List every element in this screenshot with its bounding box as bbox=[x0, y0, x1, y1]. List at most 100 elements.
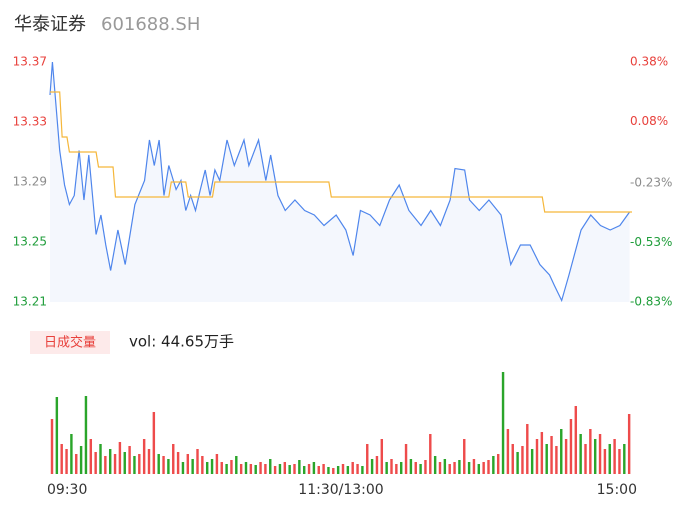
volume-bar bbox=[205, 462, 209, 474]
volume-bar bbox=[404, 444, 408, 474]
volume-bar bbox=[433, 456, 437, 474]
average-line bbox=[50, 91, 632, 213]
volume-bar bbox=[75, 454, 78, 474]
volume-bar bbox=[273, 466, 277, 474]
volume-bar bbox=[298, 460, 301, 474]
y-tick-label: 13.21 bbox=[13, 295, 47, 309]
volume-bar bbox=[50, 419, 54, 474]
volume-bar bbox=[239, 464, 243, 474]
volume-bar bbox=[70, 434, 73, 474]
y-tick-label: 13.25 bbox=[13, 235, 47, 249]
volume-bar bbox=[598, 434, 602, 474]
price-area bbox=[50, 62, 630, 302]
volume-bar bbox=[409, 459, 413, 474]
volume-bar bbox=[593, 439, 597, 474]
volume-bar bbox=[235, 456, 238, 474]
volume-bar bbox=[463, 439, 466, 474]
y-tick-label: 13.37 bbox=[13, 55, 47, 69]
volume-bar bbox=[65, 449, 68, 474]
volume-bar bbox=[278, 464, 282, 474]
volume-bar bbox=[366, 444, 369, 474]
volume-bar bbox=[380, 439, 384, 474]
volume-bar bbox=[448, 464, 451, 474]
volume-bar bbox=[375, 456, 379, 474]
volume-bar bbox=[603, 449, 607, 474]
volume-bar bbox=[220, 462, 223, 474]
volume-bar bbox=[157, 454, 160, 474]
volume-bar bbox=[399, 462, 403, 474]
volume-bar bbox=[162, 456, 165, 474]
volume-bar bbox=[249, 464, 253, 474]
volume-bar bbox=[225, 464, 228, 474]
badge-bg bbox=[30, 331, 110, 354]
volume-bar bbox=[283, 462, 287, 474]
volume-bar bbox=[574, 406, 578, 474]
volume-bar bbox=[152, 412, 156, 474]
volume-bar bbox=[230, 460, 233, 474]
volume-bar bbox=[361, 466, 364, 474]
price-line bbox=[49, 61, 631, 303]
volume-bar bbox=[123, 452, 126, 474]
volume-bar bbox=[133, 456, 136, 474]
volume-bar bbox=[540, 432, 544, 474]
volume-bar bbox=[259, 462, 262, 474]
y-tick-label: 13.33 bbox=[13, 115, 47, 129]
volume-bar bbox=[545, 444, 548, 474]
volume-bar bbox=[118, 442, 122, 474]
volume-bar bbox=[623, 444, 626, 474]
y2-tick-label: -0.83% bbox=[630, 295, 672, 309]
volume-bar bbox=[176, 452, 180, 474]
volume-bar bbox=[618, 449, 621, 474]
x-tick-label: 15:00 bbox=[597, 482, 637, 498]
volume-bar bbox=[584, 444, 587, 474]
volume-bar bbox=[196, 449, 199, 474]
y2-tick-label: 0.38% bbox=[630, 55, 668, 69]
volume-bar bbox=[104, 456, 107, 474]
volume-bar bbox=[60, 444, 63, 474]
y2-tick-label: -0.23% bbox=[630, 175, 672, 189]
volume-bar bbox=[613, 439, 616, 474]
volume-bar bbox=[264, 464, 267, 474]
volume-bar bbox=[341, 464, 345, 474]
volume-bar bbox=[521, 446, 524, 474]
volume-bar bbox=[370, 459, 374, 474]
volume-bar bbox=[55, 397, 59, 474]
volume-bar bbox=[186, 454, 190, 474]
volume-bar bbox=[511, 444, 514, 474]
volume-bar bbox=[564, 439, 568, 474]
volume-bar bbox=[487, 460, 490, 474]
volume-bar bbox=[467, 462, 471, 474]
volume-bar bbox=[108, 449, 112, 474]
volume-bar bbox=[535, 439, 539, 474]
volume-bar bbox=[555, 446, 558, 474]
volume-bar bbox=[332, 468, 335, 474]
volume-bar bbox=[424, 460, 427, 474]
volume-bar bbox=[269, 459, 272, 474]
volume-bar bbox=[288, 465, 291, 474]
volume-bar bbox=[419, 464, 422, 474]
volume-bar bbox=[496, 454, 500, 474]
x-tick-label: 11:30/13:00 bbox=[298, 482, 383, 498]
volume-bar bbox=[327, 467, 330, 474]
volume-bar bbox=[181, 462, 185, 474]
volume-bar bbox=[506, 429, 510, 474]
volume-bar bbox=[414, 462, 417, 474]
volume-bar bbox=[94, 452, 97, 474]
volume-bar bbox=[589, 429, 592, 474]
volume-bar bbox=[336, 466, 340, 474]
volume-bar bbox=[254, 465, 257, 474]
y-tick-label: 13.29 bbox=[13, 175, 47, 189]
stock-code: 601688.SH bbox=[101, 14, 200, 35]
volume-bar bbox=[99, 444, 102, 474]
volume-bar bbox=[608, 444, 611, 474]
volume-bar bbox=[477, 464, 481, 474]
y2-tick-label: 0.08% bbox=[630, 114, 668, 128]
volume-bar bbox=[390, 459, 393, 474]
volume-bar bbox=[210, 459, 214, 474]
volume-bar bbox=[244, 462, 248, 474]
volume-bar bbox=[128, 446, 131, 474]
volume-bar bbox=[351, 462, 354, 474]
volume-bar bbox=[346, 466, 350, 474]
volume-bar bbox=[438, 462, 442, 474]
volume-bar bbox=[429, 434, 432, 474]
